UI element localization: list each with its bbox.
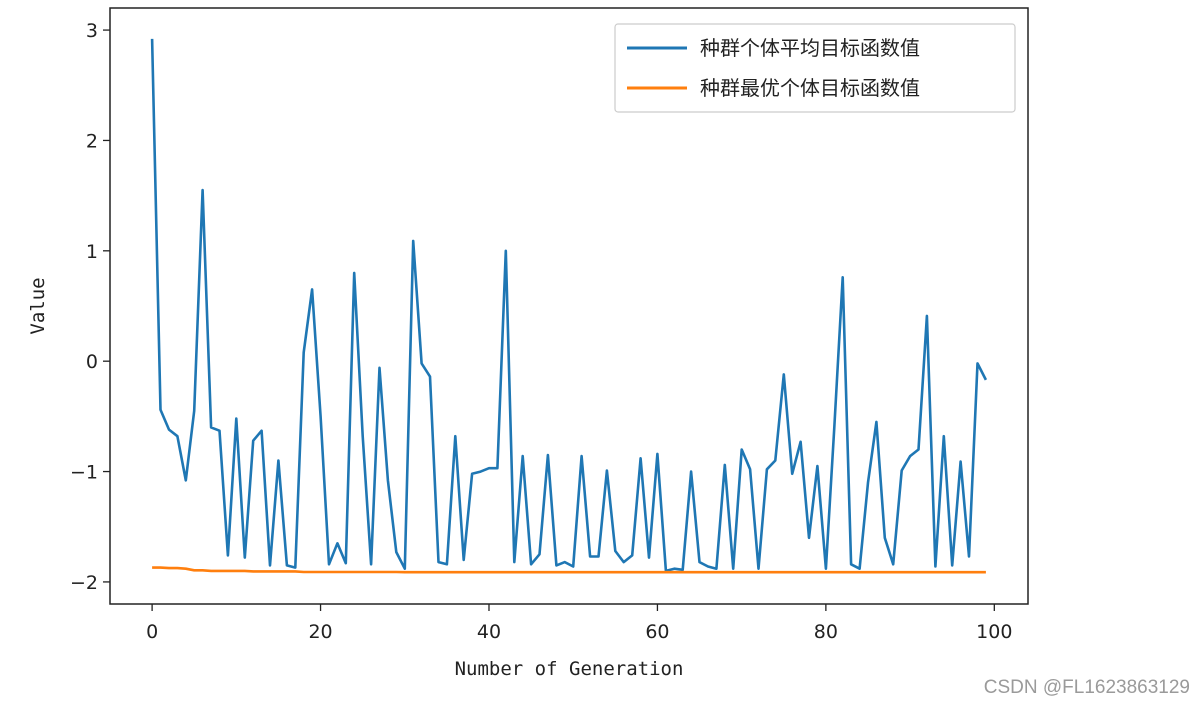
- y-tick-label: 2: [86, 130, 98, 152]
- y-axis-title: Value: [27, 277, 49, 334]
- legend-label-average: 种群个体平均目标函数值: [700, 36, 920, 60]
- legend-box: [614, 23, 1016, 113]
- y-tick-label: 1: [86, 241, 98, 263]
- x-tick-label: 40: [477, 621, 501, 643]
- y-tick-label: −1: [70, 462, 98, 484]
- x-tick-label: 100: [976, 621, 1012, 643]
- legend: 种群个体平均目标函数值 种群最优个体目标函数值: [614, 23, 1016, 113]
- watermark: CSDN @FL1623863129: [983, 677, 1190, 698]
- y-tick-label: 3: [86, 20, 98, 42]
- y-tick-label: −2: [70, 572, 98, 594]
- x-tick-label: 80: [814, 621, 838, 643]
- legend-label-best: 种群最优个体目标函数值: [700, 76, 920, 100]
- series-layer: [150, 38, 988, 574]
- y-tick-label: 0: [86, 351, 98, 373]
- x-axis-title: Number of Generation: [455, 658, 684, 680]
- series-line-1: [152, 566, 986, 574]
- x-tick-label: 60: [645, 621, 669, 643]
- x-tick-label: 0: [146, 621, 158, 643]
- ticks-layer: 0 20 40 60 80 100 −2 −1 0 1 2 3: [70, 20, 1012, 643]
- series-line-0: [150, 38, 988, 573]
- plot-frame: [109, 7, 1029, 605]
- x-tick-label: 20: [308, 621, 332, 643]
